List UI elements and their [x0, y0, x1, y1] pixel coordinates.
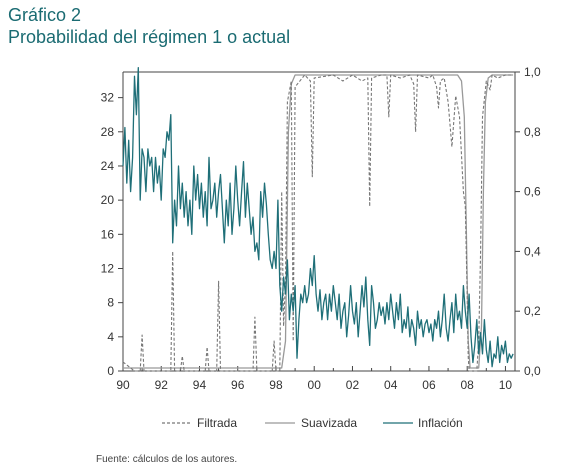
left-tick-label: 12 [101, 261, 115, 275]
x-tick-label: 90 [116, 378, 130, 392]
x-tick-label: 00 [308, 378, 322, 392]
series-line-filtrada [122, 74, 514, 372]
right-tick-label: 0,0 [524, 364, 541, 378]
source-note: Fuente: cálculos de los autores. [96, 454, 238, 465]
left-tick-label: 8 [107, 296, 114, 310]
right-tick-label: 0,2 [524, 304, 541, 318]
x-axis-ticks: 90 92 94 96 98 00 02 04 06 08 10 [116, 366, 512, 392]
legend-label-inflacion: Inflación [418, 416, 463, 430]
title-block: Gráfico 2 Probabilidad del régimen 1 o a… [8, 4, 290, 48]
x-tick-label: 10 [499, 378, 513, 392]
left-tick-label: 28 [101, 125, 115, 139]
legend-label-suavizada: Suavizada [301, 416, 357, 430]
legend-label-filtrada: Filtrada [197, 416, 237, 430]
left-tick-label: 24 [101, 159, 115, 173]
x-tick-label: 94 [193, 378, 207, 392]
left-tick-label: 0 [107, 364, 114, 378]
left-axis-ticks: 0 4 8 12 16 20 24 28 32 [101, 91, 123, 378]
right-tick-label: 1,0 [524, 65, 541, 79]
x-tick-label: 04 [384, 378, 398, 392]
x-tick-label: 02 [346, 378, 360, 392]
x-tick-label: 08 [461, 378, 475, 392]
chart-label: Gráfico 2 [8, 5, 82, 25]
left-tick-label: 32 [101, 91, 115, 105]
x-tick-label: 06 [422, 378, 436, 392]
left-tick-label: 16 [101, 227, 115, 241]
series-lines [122, 67, 514, 372]
axes [122, 71, 516, 372]
right-tick-label: 0,4 [524, 244, 541, 258]
x-tick-label: 96 [231, 378, 245, 392]
left-tick-label: 20 [101, 193, 115, 207]
legend: Filtrada Suavizada Inflación [162, 416, 463, 430]
series-line-suavizada [123, 74, 514, 369]
x-tick-label: 92 [155, 378, 169, 392]
right-tick-label: 0,6 [524, 185, 541, 199]
series-line-inflacion [122, 67, 514, 368]
x-tick-label: 98 [269, 378, 283, 392]
right-axis-ticks: 0,0 0,2 0,4 0,6 0,8 1,0 [515, 65, 541, 378]
chart-title: Probabilidad del régimen 1 o actual [8, 27, 291, 47]
left-tick-label: 4 [107, 330, 114, 344]
right-tick-label: 0,8 [524, 125, 541, 139]
